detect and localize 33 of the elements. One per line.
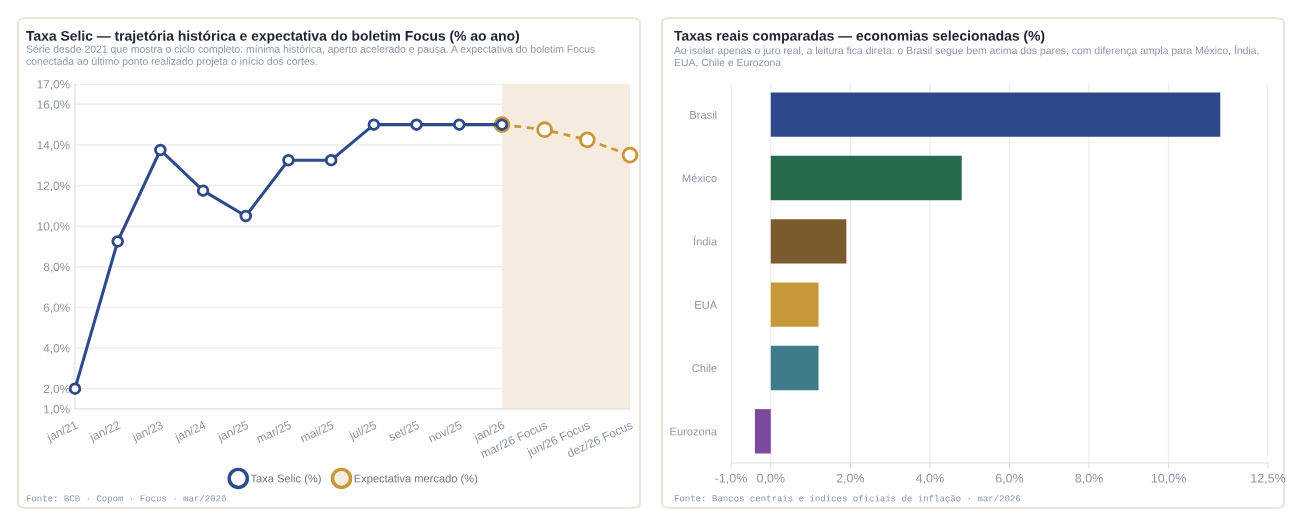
x-tick-label: 0,0% xyxy=(757,473,785,485)
y-tick-label: 4,0% xyxy=(43,344,70,354)
source-note: Fonte: BCB · Copom · Focus · mar/2026 xyxy=(26,494,226,504)
chart-title: Taxa Selic — trajetória histórica e expectativa do boletim Focus (% ao ano) xyxy=(26,30,520,44)
y-tick-label: México xyxy=(682,173,717,183)
x-tick-label: set/25 xyxy=(387,420,420,442)
y-tick-label: 6,0% xyxy=(43,303,70,314)
y-tick-label: 16,0% xyxy=(37,100,70,111)
x-tick-label: 10,0% xyxy=(1151,473,1186,485)
y-tick-label: EUA xyxy=(695,301,718,309)
x-tick-label: -1,0% xyxy=(715,473,747,485)
y-tick-label: 14,0% xyxy=(37,140,70,151)
legend-label: Taxa Selic (%) xyxy=(250,474,321,485)
legend-label: Expectativa mercado (%) xyxy=(354,474,478,485)
y-tick-label: Índia xyxy=(693,235,718,246)
y-tick-label: Brasil xyxy=(690,110,717,119)
chart-subtitle: Série desde 2021 que mostra o ciclo completo: mínima histórica, aperto acelerado e pausa. A expectativa do boletim Focus conectada ao último ponto realizado projeta o início dos cortes. xyxy=(26,45,595,67)
y-tick-label: 8,0% xyxy=(43,262,70,273)
y-tick-label: Eurozona xyxy=(670,427,718,436)
y-tick-label: 12,0% xyxy=(37,181,70,192)
x-tick-label: 8,0% xyxy=(1075,473,1103,485)
source-note: Fonte: Bancos centrais e índices oficiais de inflação · mar/2026 xyxy=(674,494,1021,504)
x-tick-label: 4,0% xyxy=(915,473,944,485)
x-tick-label: 6,0% xyxy=(995,473,1024,485)
x-tick-label: 2,0% xyxy=(836,473,865,485)
y-tick-label: 17,0% xyxy=(37,80,70,90)
y-tick-label: 1,0% xyxy=(44,405,70,415)
x-tick-label: 12,5% xyxy=(1251,473,1286,485)
chart-subtitle: Ao isolar apenas o juro real, a leitura fica direta: o Brasil segue bem acima dos pares, com diferença ampla para México, Índia, EUA, Chile e Eurozona xyxy=(674,45,1259,68)
y-tick-label: 10,0% xyxy=(37,222,70,232)
chart-title: Taxas reais comparadas — economias selecionadas (%) xyxy=(674,30,1045,44)
y-tick-label: Chile xyxy=(692,363,717,373)
y-tick-label: 2,0% xyxy=(43,384,70,395)
